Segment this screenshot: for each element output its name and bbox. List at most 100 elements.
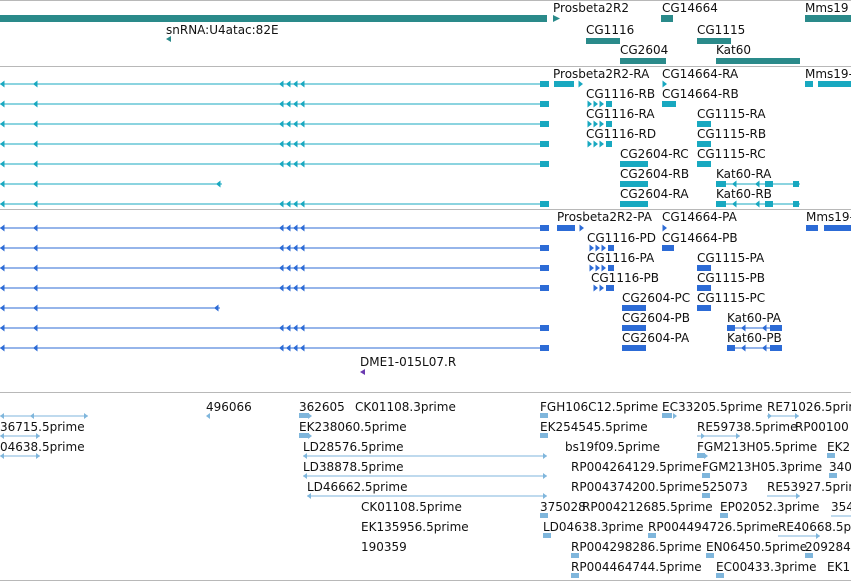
gene-bar[interactable] <box>586 38 620 44</box>
transcript-feature[interactable] <box>620 201 648 207</box>
protein-feature[interactable] <box>727 345 735 351</box>
protein-label[interactable]: CG2604-PB <box>622 311 691 325</box>
est-feature[interactable] <box>543 453 547 459</box>
transcript-feature[interactable] <box>300 80 305 88</box>
protein-feature[interactable] <box>595 244 601 252</box>
est-label[interactable]: 354 <box>831 500 851 514</box>
transcript-feature[interactable] <box>279 140 284 148</box>
transcript-label[interactable]: CG1116-RA <box>586 107 655 121</box>
protein-feature[interactable] <box>33 344 38 352</box>
transcript-label[interactable]: CG14664-RA <box>662 67 739 81</box>
protein-feature[interactable] <box>697 305 711 311</box>
protein-feature[interactable] <box>601 244 607 252</box>
protein-feature[interactable] <box>33 264 38 272</box>
transcript-feature[interactable] <box>293 200 298 208</box>
est-feature[interactable] <box>829 473 837 478</box>
est-feature[interactable] <box>571 553 579 558</box>
protein-feature[interactable] <box>293 264 298 272</box>
protein-feature[interactable] <box>579 224 585 232</box>
gene-bar[interactable] <box>805 15 851 22</box>
est-feature[interactable] <box>84 413 88 419</box>
est-feature[interactable] <box>299 433 309 438</box>
protein-label[interactable]: CG1116-PB <box>591 271 660 285</box>
gene-label[interactable]: CG2604 <box>620 43 669 57</box>
transcript-feature[interactable] <box>286 160 291 168</box>
est-feature[interactable] <box>543 533 551 538</box>
est-feature[interactable] <box>299 413 309 418</box>
protein-feature[interactable] <box>806 225 818 231</box>
protein-feature[interactable] <box>0 344 5 352</box>
transcript-feature[interactable] <box>765 181 773 187</box>
transcript-feature[interactable] <box>33 160 38 168</box>
protein-label[interactable]: CG14664-PA <box>662 210 737 224</box>
protein-feature[interactable] <box>540 345 549 351</box>
protein-feature[interactable] <box>662 245 674 251</box>
protein-feature[interactable] <box>293 224 298 232</box>
protein-label[interactable]: Mms19- <box>806 210 851 224</box>
est-label[interactable]: LD04638.3prime <box>543 520 644 534</box>
transcript-feature[interactable] <box>279 100 284 108</box>
protein-feature[interactable] <box>622 305 646 311</box>
transcript-label[interactable]: CG1116-RB <box>586 87 656 101</box>
transcript-feature[interactable] <box>587 120 593 128</box>
est-feature[interactable] <box>704 453 708 459</box>
protein-feature[interactable] <box>286 264 291 272</box>
transcript-feature[interactable] <box>554 81 574 87</box>
est-label[interactable]: RP004464744.5prime <box>571 560 702 574</box>
est-feature[interactable] <box>206 413 210 419</box>
protein-feature[interactable] <box>540 325 549 331</box>
protein-feature[interactable] <box>279 264 284 272</box>
protein-feature[interactable] <box>540 285 549 291</box>
transcript-feature[interactable] <box>755 180 760 188</box>
est-feature[interactable] <box>827 453 835 458</box>
protein-label[interactable]: CG2604-PA <box>622 331 690 345</box>
est-label[interactable]: LD38878.5prime <box>303 460 404 474</box>
transcript-label[interactable]: Mms19- <box>805 67 851 81</box>
protein-feature[interactable] <box>608 245 614 251</box>
protein-feature[interactable] <box>300 284 305 292</box>
est-label[interactable]: RP004494726.5prime <box>648 520 779 534</box>
protein-feature[interactable] <box>601 264 607 272</box>
protein-feature[interactable] <box>300 244 305 252</box>
est-label[interactable]: EK238060.5prime <box>299 420 407 434</box>
transcript-feature[interactable] <box>540 121 549 127</box>
transcript-feature[interactable] <box>0 200 5 208</box>
transcript-feature[interactable] <box>279 200 284 208</box>
protein-feature[interactable] <box>293 324 298 332</box>
protein-feature[interactable] <box>279 324 284 332</box>
transcript-feature[interactable] <box>540 141 549 147</box>
protein-feature[interactable] <box>824 225 851 231</box>
est-label[interactable]: 340 <box>829 460 851 474</box>
gene-bar[interactable] <box>0 15 547 22</box>
est-feature[interactable] <box>805 553 813 558</box>
est-feature[interactable] <box>36 433 40 439</box>
transcript-feature[interactable] <box>793 201 799 207</box>
transcript-feature[interactable] <box>599 120 605 128</box>
protein-feature[interactable] <box>697 285 711 291</box>
est-feature[interactable] <box>543 493 547 499</box>
protein-feature[interactable] <box>589 244 595 252</box>
protein-feature[interactable] <box>540 245 549 251</box>
protein-feature[interactable] <box>776 325 782 331</box>
protein-feature[interactable] <box>300 324 305 332</box>
protein-feature[interactable] <box>662 224 668 232</box>
transcript-feature[interactable] <box>755 200 760 208</box>
est-label[interactable]: CK01108.5prime <box>361 500 462 514</box>
transcript-feature[interactable] <box>0 160 5 168</box>
transcript-feature[interactable] <box>216 180 221 188</box>
est-label[interactable]: RP004212685.5prime <box>582 500 713 514</box>
gene-arrow[interactable] <box>166 36 171 42</box>
protein-feature[interactable] <box>293 284 298 292</box>
protein-feature[interactable] <box>0 304 5 312</box>
protein-feature[interactable] <box>762 324 767 332</box>
protein-feature[interactable] <box>0 244 5 252</box>
transcript-feature[interactable] <box>286 200 291 208</box>
transcript-feature[interactable] <box>606 141 612 147</box>
transcript-feature[interactable] <box>593 140 599 148</box>
est-feature[interactable] <box>648 533 656 538</box>
protein-feature[interactable] <box>286 324 291 332</box>
protein-feature[interactable] <box>279 344 284 352</box>
transcript-label[interactable]: CG2604-RA <box>620 187 689 201</box>
protein-feature[interactable] <box>770 325 776 331</box>
transcript-feature[interactable] <box>0 140 5 148</box>
